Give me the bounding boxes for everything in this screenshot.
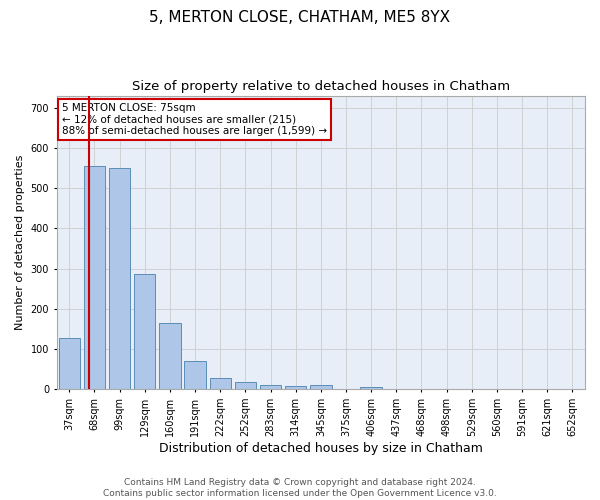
Bar (84, 166, 105, 390)
Bar (209, 378, 231, 390)
Bar (235, 382, 256, 390)
Bar (184, 361, 206, 390)
Text: Contains HM Land Registry data © Crown copyright and database right 2024.
Contai: Contains HM Land Registry data © Crown c… (103, 478, 497, 498)
Bar (134, 274, 155, 390)
Text: 5, MERTON CLOSE, CHATHAM, ME5 8YX: 5, MERTON CLOSE, CHATHAM, ME5 8YX (149, 10, 451, 25)
Bar (260, 386, 281, 390)
Bar (361, 387, 382, 390)
Bar (310, 386, 332, 390)
Y-axis label: Number of detached properties: Number of detached properties (15, 154, 25, 330)
X-axis label: Distribution of detached houses by size in Chatham: Distribution of detached houses by size … (159, 442, 483, 455)
Bar (285, 386, 307, 390)
Bar (159, 324, 181, 390)
Bar (109, 168, 130, 390)
Bar (59, 338, 80, 390)
Text: 5 MERTON CLOSE: 75sqm
← 12% of detached houses are smaller (215)
88% of semi-det: 5 MERTON CLOSE: 75sqm ← 12% of detached … (62, 103, 327, 136)
Title: Size of property relative to detached houses in Chatham: Size of property relative to detached ho… (132, 80, 510, 93)
